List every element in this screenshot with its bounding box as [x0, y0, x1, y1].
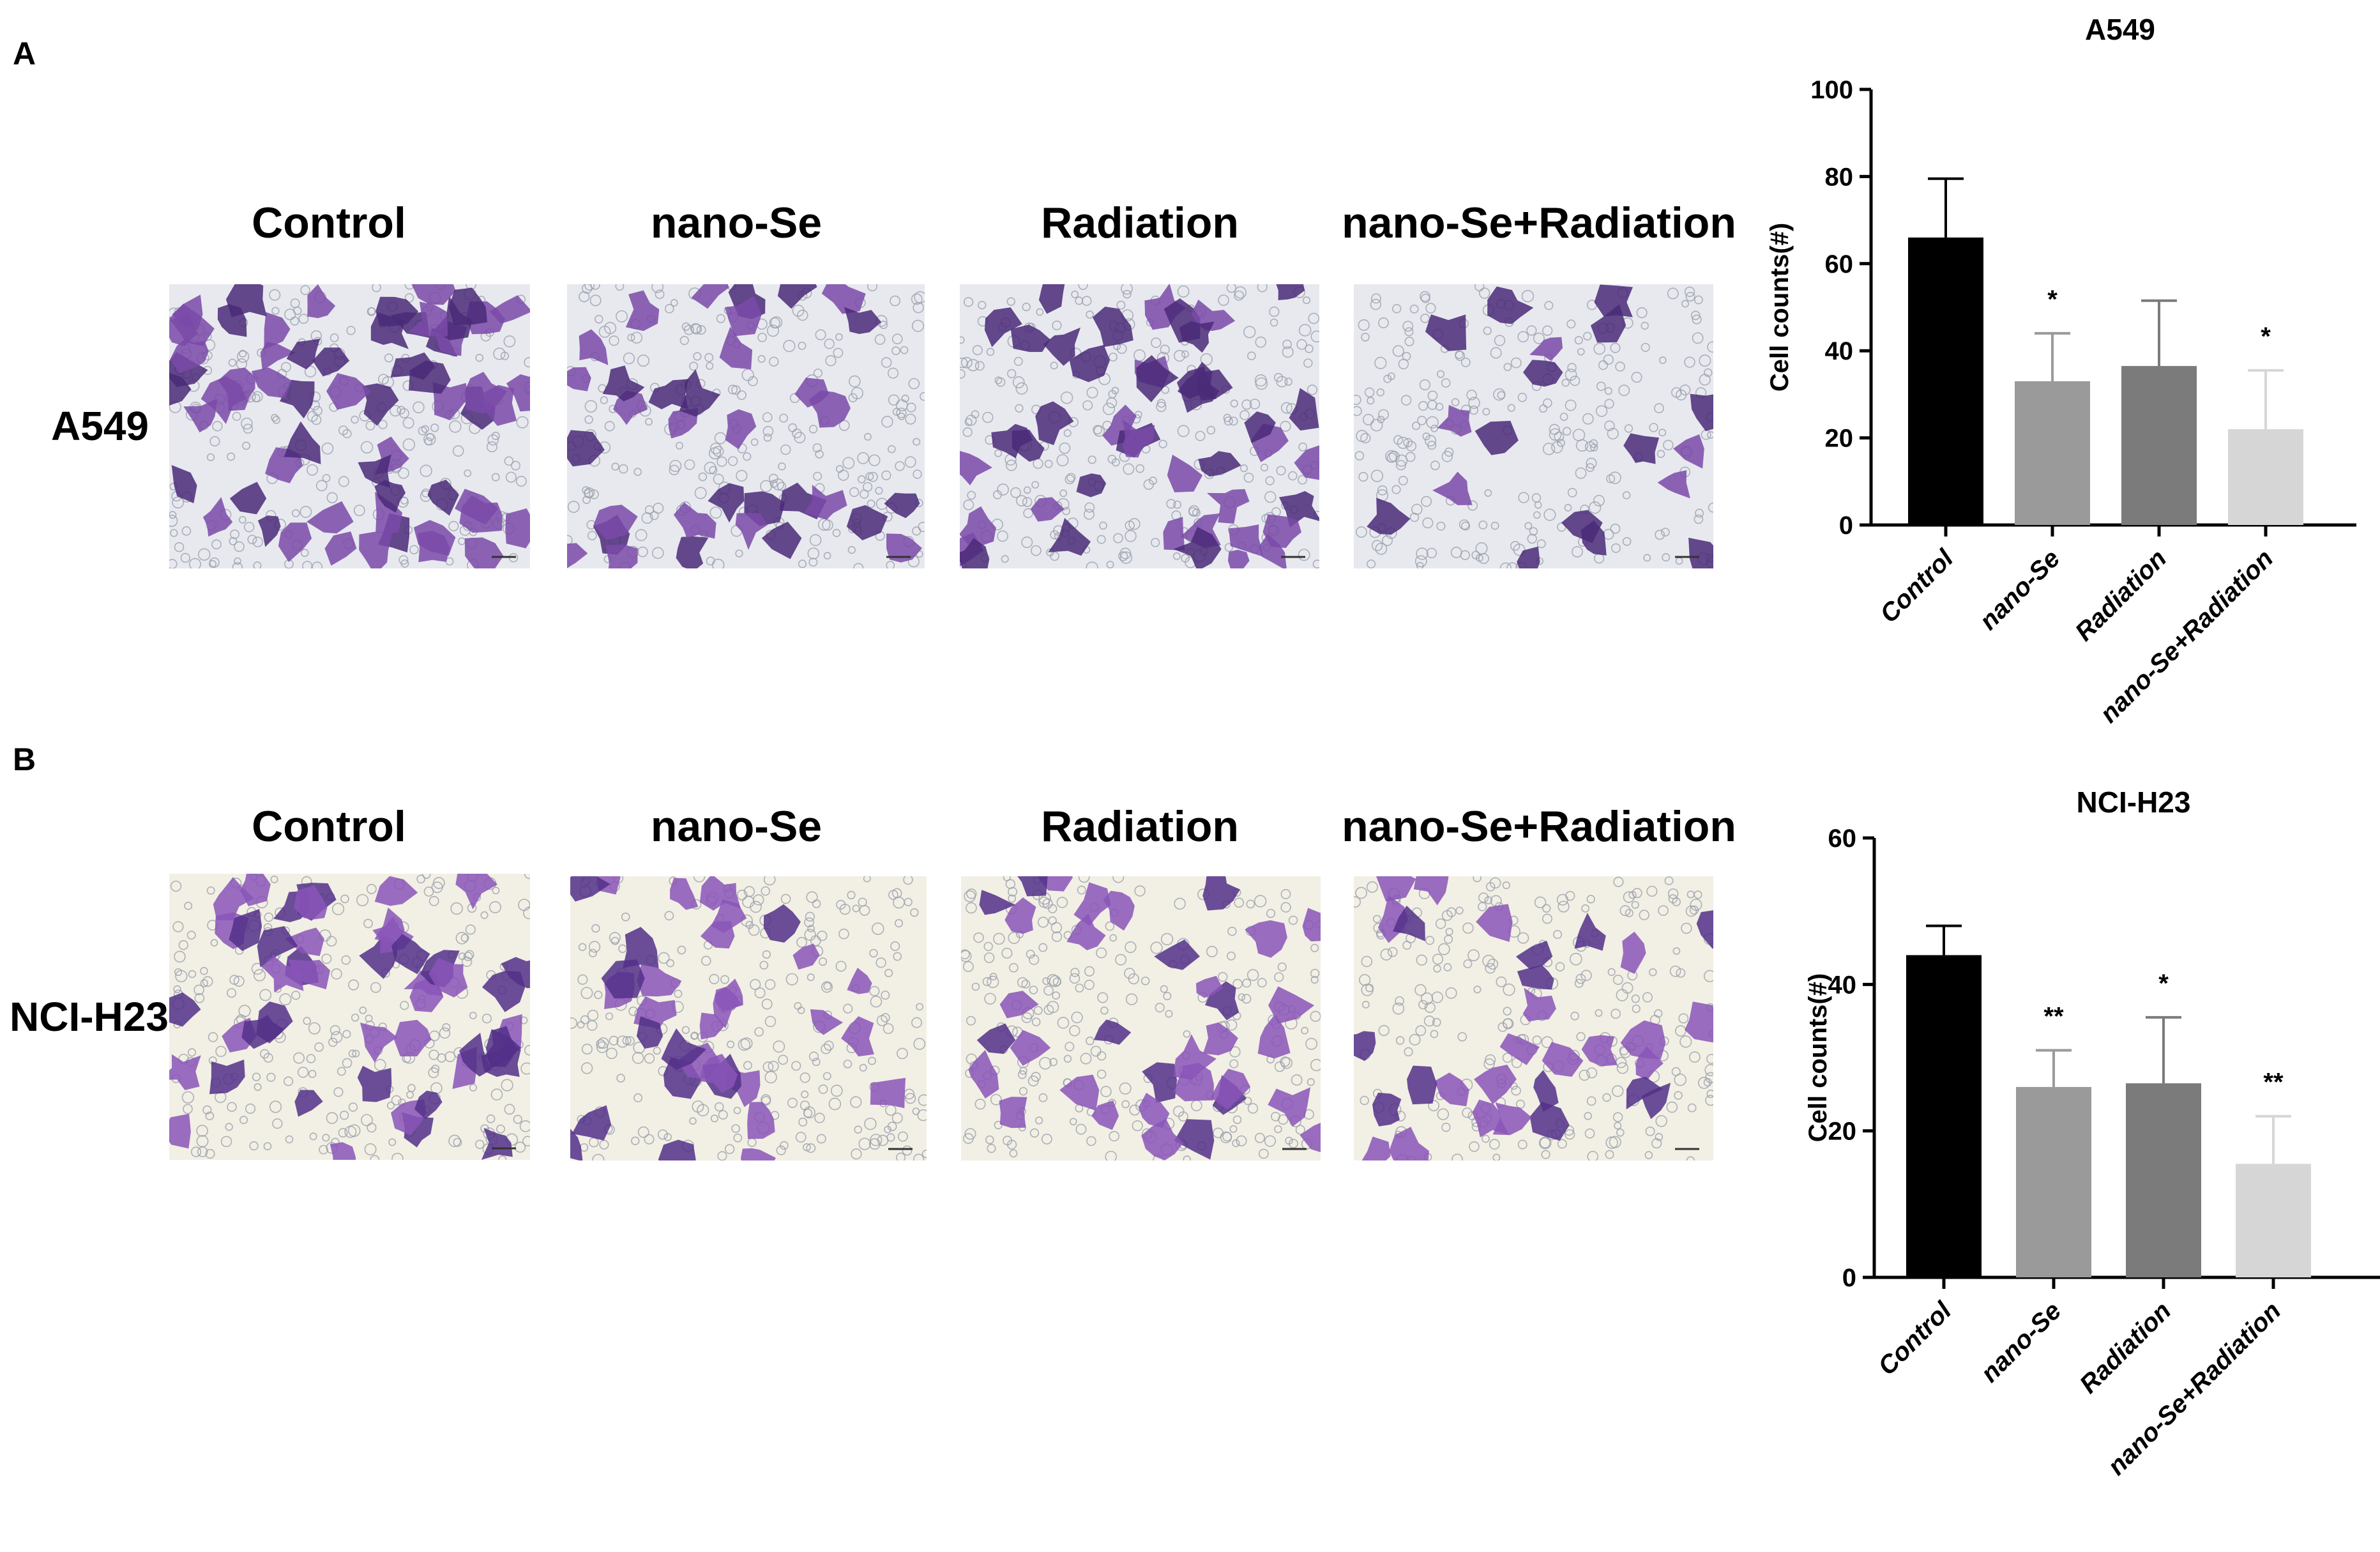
b-col-label-radiation: Radiation: [1041, 802, 1239, 851]
b-col-label-control: Control: [252, 802, 406, 851]
bar: [2016, 1086, 2091, 1277]
y-tick-label: 0: [1839, 512, 1853, 540]
bar: [2121, 366, 2197, 525]
micrograph-nci-h23-nano-se: [570, 876, 927, 1160]
micrograph-a549-nano-se-radiation: [1354, 284, 1713, 568]
panel-letter-a: A: [13, 36, 36, 72]
b-col-label-nano-se: nano-Se: [650, 802, 822, 851]
significance-marker: *: [2158, 970, 2169, 998]
bar: [1908, 237, 1983, 525]
a-col-label-nano-se: nano-Se: [650, 199, 822, 247]
panel-letter-b: B: [13, 742, 36, 777]
micrograph-a549-radiation: [960, 284, 1319, 568]
y-tick-label: 40: [1825, 337, 1854, 365]
y-tick-label: 20: [1828, 1118, 1857, 1146]
b-col-label-nano-se-radiation: nano-Se+Radiation: [1342, 802, 1736, 851]
micrograph-nci-h23-radiation: [961, 876, 1321, 1160]
x-tick-label: Control: [1873, 1297, 1957, 1381]
micrograph-a549-nano-se: [567, 284, 925, 568]
micrograph-a549-control: [169, 284, 530, 568]
y-tick-label: 20: [1825, 425, 1854, 453]
y-axis-label: Cell counts(#): [1804, 973, 1832, 1142]
y-axis-label: Cell counts(#): [1766, 223, 1794, 392]
x-tick-label: nano-Se: [1974, 544, 2066, 635]
significance-marker: *: [2047, 285, 2058, 314]
x-tick-label: Control: [1875, 544, 1959, 628]
x-tick-label: Radiation: [2074, 1297, 2176, 1399]
significance-marker: *: [2261, 323, 2271, 351]
bar-chart-a549: A549 Cell counts(#) 0 20 40 60 80 100 Control * na…: [1766, 13, 2356, 728]
b-row-label: NCI-H23: [10, 994, 169, 1040]
y-tick-label: 60: [1825, 250, 1854, 278]
a-col-label-nano-se-radiation: nano-Se+Radiation: [1342, 199, 1736, 247]
micrograph-nci-h23-nano-se-radiation: [1354, 876, 1713, 1160]
a-row-label: A549: [51, 403, 149, 449]
a-col-label-radiation: Radiation: [1041, 199, 1239, 247]
y-tick-label: 100: [1810, 76, 1853, 104]
y-tick-label: 40: [1828, 971, 1857, 999]
y-tick-label: 60: [1828, 825, 1857, 853]
chart-title: NCI-H23: [2077, 786, 2191, 819]
bar: [2126, 1083, 2201, 1277]
bar: [2015, 381, 2090, 525]
bar: [2228, 429, 2303, 525]
a-col-label-control: Control: [252, 199, 406, 247]
significance-marker: **: [2263, 1069, 2284, 1097]
bar: [1906, 955, 1982, 1277]
significance-marker: **: [2043, 1003, 2064, 1031]
y-tick-label: 80: [1825, 163, 1854, 191]
micrograph-nci-h23-control: [169, 874, 530, 1160]
x-tick-label: nano-Se: [1976, 1297, 2067, 1388]
bar-chart-nci-h23: NCI-H23 Cell counts(#) 0 20 40 60 Control ** nan…: [1804, 786, 2380, 1480]
y-tick-label: 0: [1842, 1264, 1856, 1292]
x-tick-label: nano-Se+Radiation: [2095, 544, 2278, 728]
x-tick-label: Radiation: [2070, 544, 2172, 646]
bar: [2236, 1164, 2311, 1277]
chart-title: A549: [2085, 13, 2155, 46]
